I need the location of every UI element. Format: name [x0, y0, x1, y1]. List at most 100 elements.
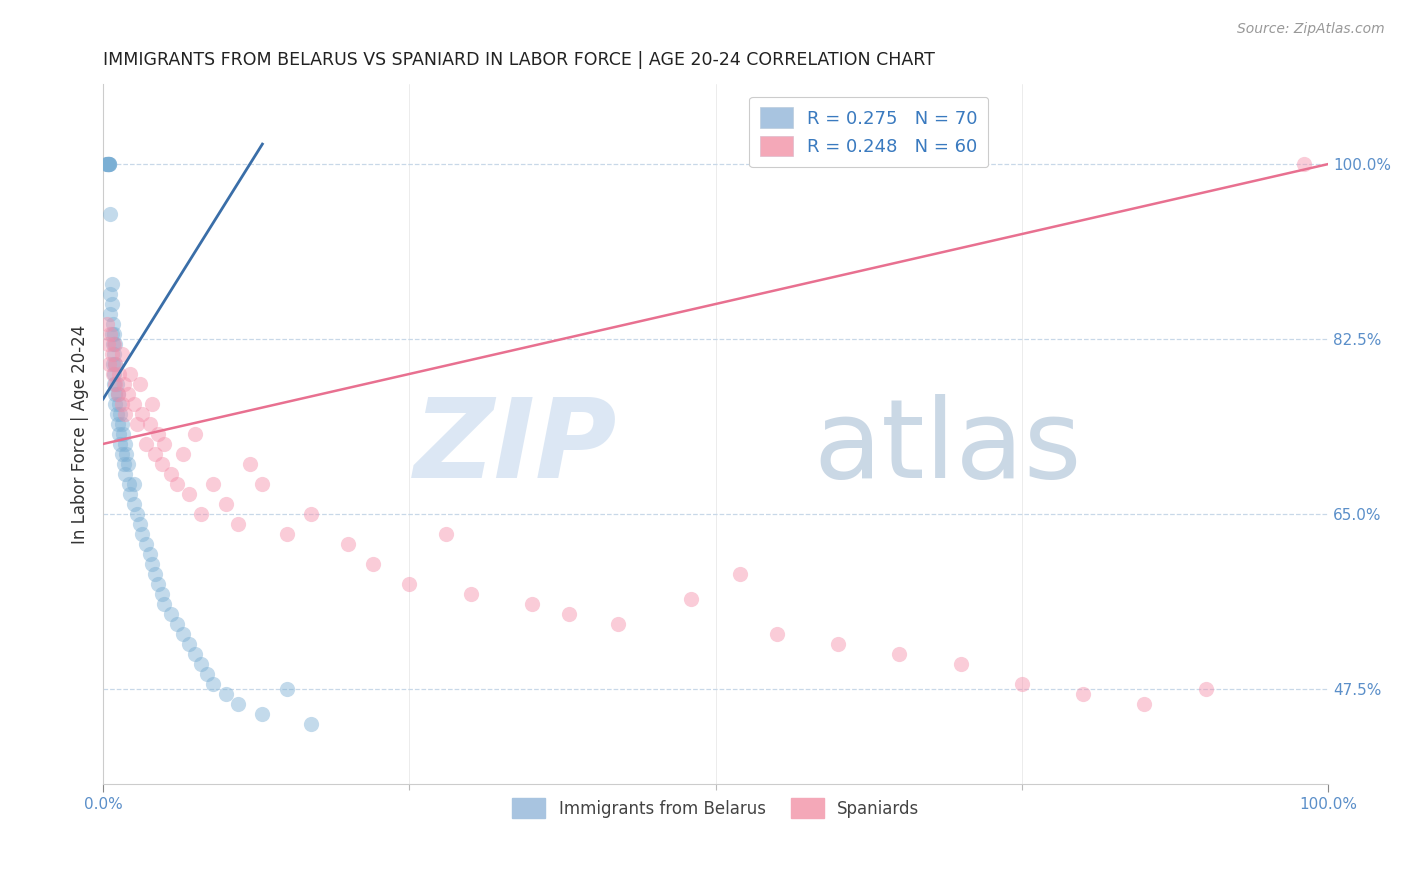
Point	[101, 317, 124, 331]
Point	[1133, 697, 1156, 711]
Point	[103, 337, 125, 351]
Point	[104, 397, 127, 411]
Point	[159, 467, 181, 481]
Point	[122, 497, 145, 511]
Point	[1194, 681, 1216, 696]
Point	[138, 417, 160, 431]
Point	[141, 557, 163, 571]
Point	[159, 607, 181, 621]
Point	[148, 426, 170, 441]
Point	[110, 407, 132, 421]
Point	[138, 547, 160, 561]
Point	[141, 397, 163, 411]
Point	[150, 587, 173, 601]
Point	[114, 407, 136, 421]
Point	[97, 337, 120, 351]
Point	[101, 367, 124, 381]
Point	[103, 376, 125, 391]
Point	[143, 447, 166, 461]
Point	[108, 367, 131, 381]
Point	[276, 681, 298, 696]
Point	[827, 637, 849, 651]
Text: ZIP: ZIP	[415, 394, 617, 501]
Point	[202, 476, 225, 491]
Legend: Immigrants from Belarus, Spaniards: Immigrants from Belarus, Spaniards	[505, 792, 927, 824]
Point	[1071, 687, 1094, 701]
Point	[97, 157, 120, 171]
Point	[104, 337, 127, 351]
Point	[299, 716, 322, 731]
Point	[128, 376, 150, 391]
Point	[190, 657, 212, 671]
Point	[276, 527, 298, 541]
Point	[177, 487, 200, 501]
Point	[107, 417, 129, 431]
Point	[110, 437, 132, 451]
Point	[361, 557, 384, 571]
Point	[135, 537, 157, 551]
Point	[100, 347, 122, 361]
Point	[112, 376, 135, 391]
Point	[104, 376, 127, 391]
Point	[103, 347, 125, 361]
Point	[94, 157, 117, 171]
Text: Source: ZipAtlas.com: Source: ZipAtlas.com	[1237, 22, 1385, 37]
Point	[398, 577, 420, 591]
Point	[128, 516, 150, 531]
Point	[190, 507, 212, 521]
Point	[118, 476, 141, 491]
Point	[100, 326, 122, 341]
Point	[108, 397, 131, 411]
Point	[117, 387, 139, 401]
Point	[112, 457, 135, 471]
Point	[100, 207, 122, 221]
Point	[110, 447, 132, 461]
Point	[105, 407, 128, 421]
Point	[184, 426, 207, 441]
Point	[202, 677, 225, 691]
Point	[96, 317, 118, 331]
Point	[104, 357, 127, 371]
Point	[100, 297, 122, 311]
Point	[889, 647, 911, 661]
Point	[127, 507, 149, 521]
Point	[96, 157, 118, 171]
Point	[110, 417, 132, 431]
Point	[98, 157, 121, 171]
Point	[557, 607, 579, 621]
Point	[299, 507, 322, 521]
Point	[226, 697, 249, 711]
Point	[101, 357, 124, 371]
Point	[153, 437, 176, 451]
Point	[103, 367, 125, 381]
Point	[107, 387, 129, 401]
Point	[100, 307, 122, 321]
Point	[172, 627, 194, 641]
Text: IMMIGRANTS FROM BELARUS VS SPANIARD IN LABOR FORCE | AGE 20-24 CORRELATION CHART: IMMIGRANTS FROM BELARUS VS SPANIARD IN L…	[103, 51, 935, 69]
Point	[98, 157, 121, 171]
Point	[214, 687, 236, 701]
Point	[166, 476, 188, 491]
Point	[252, 706, 274, 721]
Point	[114, 467, 136, 481]
Point	[97, 157, 120, 171]
Point	[96, 157, 118, 171]
Point	[766, 627, 789, 641]
Point	[98, 157, 121, 171]
Point	[606, 616, 628, 631]
Point	[131, 527, 153, 541]
Point	[104, 387, 127, 401]
Y-axis label: In Labor Force | Age 20-24: In Labor Force | Age 20-24	[72, 325, 89, 543]
Point	[108, 426, 131, 441]
Point	[681, 591, 703, 606]
Point	[120, 487, 142, 501]
Point	[122, 397, 145, 411]
Point	[177, 637, 200, 651]
Point	[520, 597, 543, 611]
Point	[214, 497, 236, 511]
Point	[949, 657, 972, 671]
Point	[117, 457, 139, 471]
Point	[100, 287, 122, 301]
Point	[1011, 677, 1033, 691]
Point	[460, 587, 482, 601]
